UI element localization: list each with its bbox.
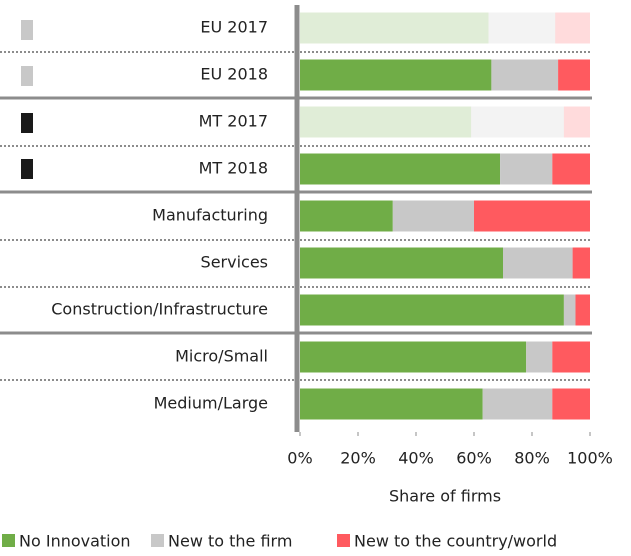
x-axis-title: Share of firms bbox=[389, 487, 501, 506]
bar-segment bbox=[500, 153, 553, 185]
x-tick-label: 40% bbox=[398, 449, 434, 468]
bar-segment bbox=[526, 341, 553, 373]
y-tick-label: EU 2017 bbox=[200, 18, 268, 37]
bar-segment bbox=[552, 388, 590, 420]
legend-label: New to the firm bbox=[168, 532, 292, 551]
bar-segment bbox=[491, 59, 559, 91]
x-tick-label: 80% bbox=[514, 449, 550, 468]
bar-segment bbox=[575, 294, 590, 326]
bar-segment bbox=[471, 106, 564, 138]
x-tick-label: 20% bbox=[340, 449, 376, 468]
bar-segment bbox=[300, 153, 501, 185]
bar-segment bbox=[572, 247, 590, 279]
eu-marker bbox=[21, 20, 33, 40]
legend-swatch bbox=[2, 534, 15, 547]
y-tick-label: Medium/Large bbox=[154, 394, 268, 413]
bar-segment bbox=[300, 200, 393, 232]
y-tick-label: Micro/Small bbox=[175, 347, 268, 366]
bar-segment bbox=[300, 294, 564, 326]
legend-label: New to the country/world bbox=[354, 532, 557, 551]
eu-marker bbox=[21, 66, 33, 86]
bar-segment bbox=[503, 247, 573, 279]
row-markers bbox=[21, 20, 33, 179]
bar-segment bbox=[552, 153, 590, 185]
bar-segment bbox=[300, 106, 472, 138]
x-tick-label: 60% bbox=[456, 449, 492, 468]
bar-segment bbox=[563, 106, 590, 138]
bar-segment bbox=[482, 388, 553, 420]
bar-segment bbox=[300, 341, 527, 373]
bar-segment bbox=[558, 59, 590, 91]
y-tick-label: MT 2017 bbox=[199, 112, 268, 131]
bar-segment bbox=[488, 12, 556, 44]
bar-segment bbox=[300, 59, 492, 91]
x-tick-label: 100% bbox=[567, 449, 613, 468]
bar-segment bbox=[300, 388, 483, 420]
y-tick-label: EU 2018 bbox=[200, 65, 268, 84]
bar-segment bbox=[392, 200, 474, 232]
x-tick-label: 0% bbox=[287, 449, 312, 468]
legend-swatch bbox=[151, 534, 164, 547]
mt-marker bbox=[21, 113, 33, 133]
y-tick-label: MT 2018 bbox=[199, 159, 268, 178]
bar-segment bbox=[563, 294, 576, 326]
bar-segment bbox=[474, 200, 590, 232]
y-tick-label: Manufacturing bbox=[152, 206, 268, 225]
bar-segment bbox=[555, 12, 590, 44]
legend-swatch bbox=[337, 534, 350, 547]
y-tick-label: Services bbox=[201, 253, 268, 272]
bar-segment bbox=[300, 12, 489, 44]
y-tick-label: Construction/Infrastructure bbox=[51, 300, 268, 319]
mt-marker bbox=[21, 159, 33, 179]
legend-label: No Innovation bbox=[19, 532, 131, 551]
bar-segment bbox=[300, 247, 503, 279]
bar-segment bbox=[552, 341, 590, 373]
